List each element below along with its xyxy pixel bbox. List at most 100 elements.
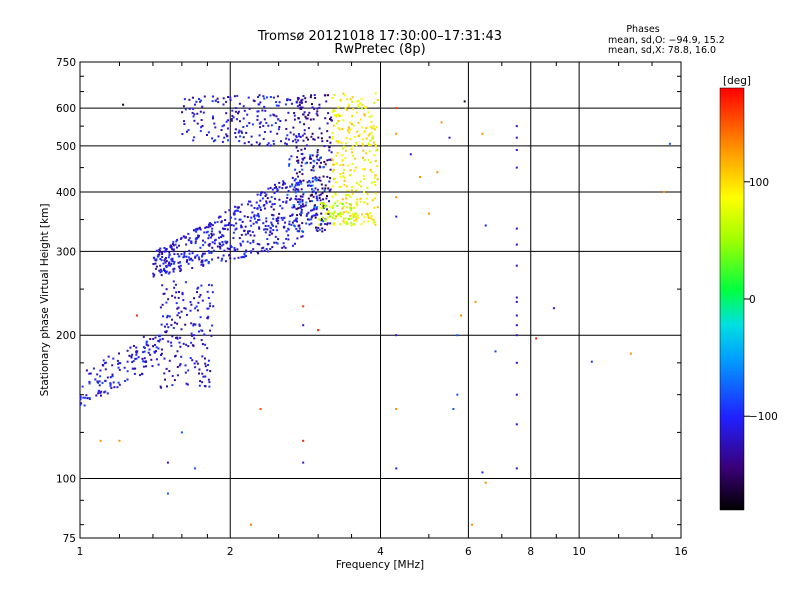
data-point [663, 190, 666, 193]
data-point [456, 393, 459, 396]
data-point [207, 307, 210, 310]
data-point [190, 322, 193, 325]
data-point [266, 96, 268, 99]
data-point [219, 231, 222, 234]
data-point [344, 94, 346, 97]
data-point [284, 186, 287, 189]
data-point [515, 264, 518, 267]
data-point [294, 138, 297, 141]
data-point [161, 303, 164, 306]
data-point [192, 107, 195, 110]
data-point [221, 257, 224, 260]
data-point [167, 256, 170, 259]
data-point [163, 267, 166, 270]
data-point [214, 221, 216, 224]
data-point [348, 218, 351, 220]
data-point [194, 255, 197, 258]
data-point [298, 203, 301, 206]
data-point [275, 101, 277, 103]
data-point [337, 106, 340, 109]
data-point [307, 184, 310, 187]
data-point [363, 114, 366, 117]
data-point [361, 142, 364, 145]
data-point [163, 247, 166, 249]
data-point [191, 267, 194, 269]
data-point [168, 251, 171, 254]
data-point [155, 258, 158, 261]
data-point [372, 221, 375, 224]
data-point [184, 108, 187, 111]
data-point [195, 100, 198, 103]
data-point [196, 309, 199, 312]
data-point [287, 138, 290, 141]
data-point [164, 270, 166, 272]
data-point [265, 217, 268, 220]
data-point [219, 245, 221, 248]
data-point [207, 223, 210, 226]
data-point [296, 105, 299, 108]
data-point [248, 230, 251, 233]
data-point [281, 207, 284, 210]
data-point [200, 339, 203, 342]
data-point [253, 217, 256, 220]
data-point [313, 160, 316, 163]
data-point [292, 140, 294, 143]
data-point [360, 97, 363, 100]
data-point [230, 246, 233, 248]
data-point [341, 203, 344, 205]
data-point [207, 364, 209, 366]
data-point [246, 113, 249, 116]
data-point [256, 214, 259, 217]
data-point [362, 220, 365, 223]
data-point [341, 198, 344, 201]
data-point [213, 242, 216, 245]
data-point [315, 179, 318, 182]
data-point [515, 334, 518, 337]
data-point [311, 180, 314, 183]
data-point [269, 96, 272, 98]
data-point [241, 131, 243, 134]
data-point [282, 180, 285, 183]
data-point [196, 122, 199, 125]
data-point [313, 190, 316, 193]
data-point [170, 258, 173, 261]
data-point [282, 242, 285, 245]
data-point [313, 94, 316, 97]
data-point [113, 386, 116, 389]
data-point [515, 166, 518, 169]
data-point [294, 190, 297, 193]
data-point [216, 245, 219, 248]
data-point [301, 195, 304, 198]
data-point [212, 95, 214, 98]
data-point [355, 189, 357, 192]
data-point [159, 338, 162, 341]
data-point [346, 164, 349, 167]
data-point [341, 213, 344, 216]
data-point [171, 384, 174, 387]
data-point [166, 492, 169, 495]
data-point [295, 101, 298, 104]
data-point [366, 186, 369, 189]
data-point [135, 314, 138, 317]
data-point [88, 382, 91, 385]
data-point [338, 128, 341, 131]
data-point [174, 354, 177, 357]
data-point [229, 247, 231, 250]
data-point [278, 181, 281, 184]
data-point [352, 108, 355, 110]
data-point [103, 362, 106, 365]
data-point [300, 208, 303, 211]
data-point [285, 128, 288, 130]
data-point [271, 246, 274, 249]
data-point [339, 202, 342, 205]
data-point [208, 385, 211, 388]
data-point [79, 397, 82, 400]
data-point [210, 251, 213, 254]
data-point [209, 236, 212, 239]
data-point [210, 223, 213, 226]
data-point [324, 223, 327, 225]
data-point [292, 204, 295, 207]
data-point [265, 121, 268, 124]
data-point [236, 94, 239, 97]
data-point [324, 219, 327, 222]
